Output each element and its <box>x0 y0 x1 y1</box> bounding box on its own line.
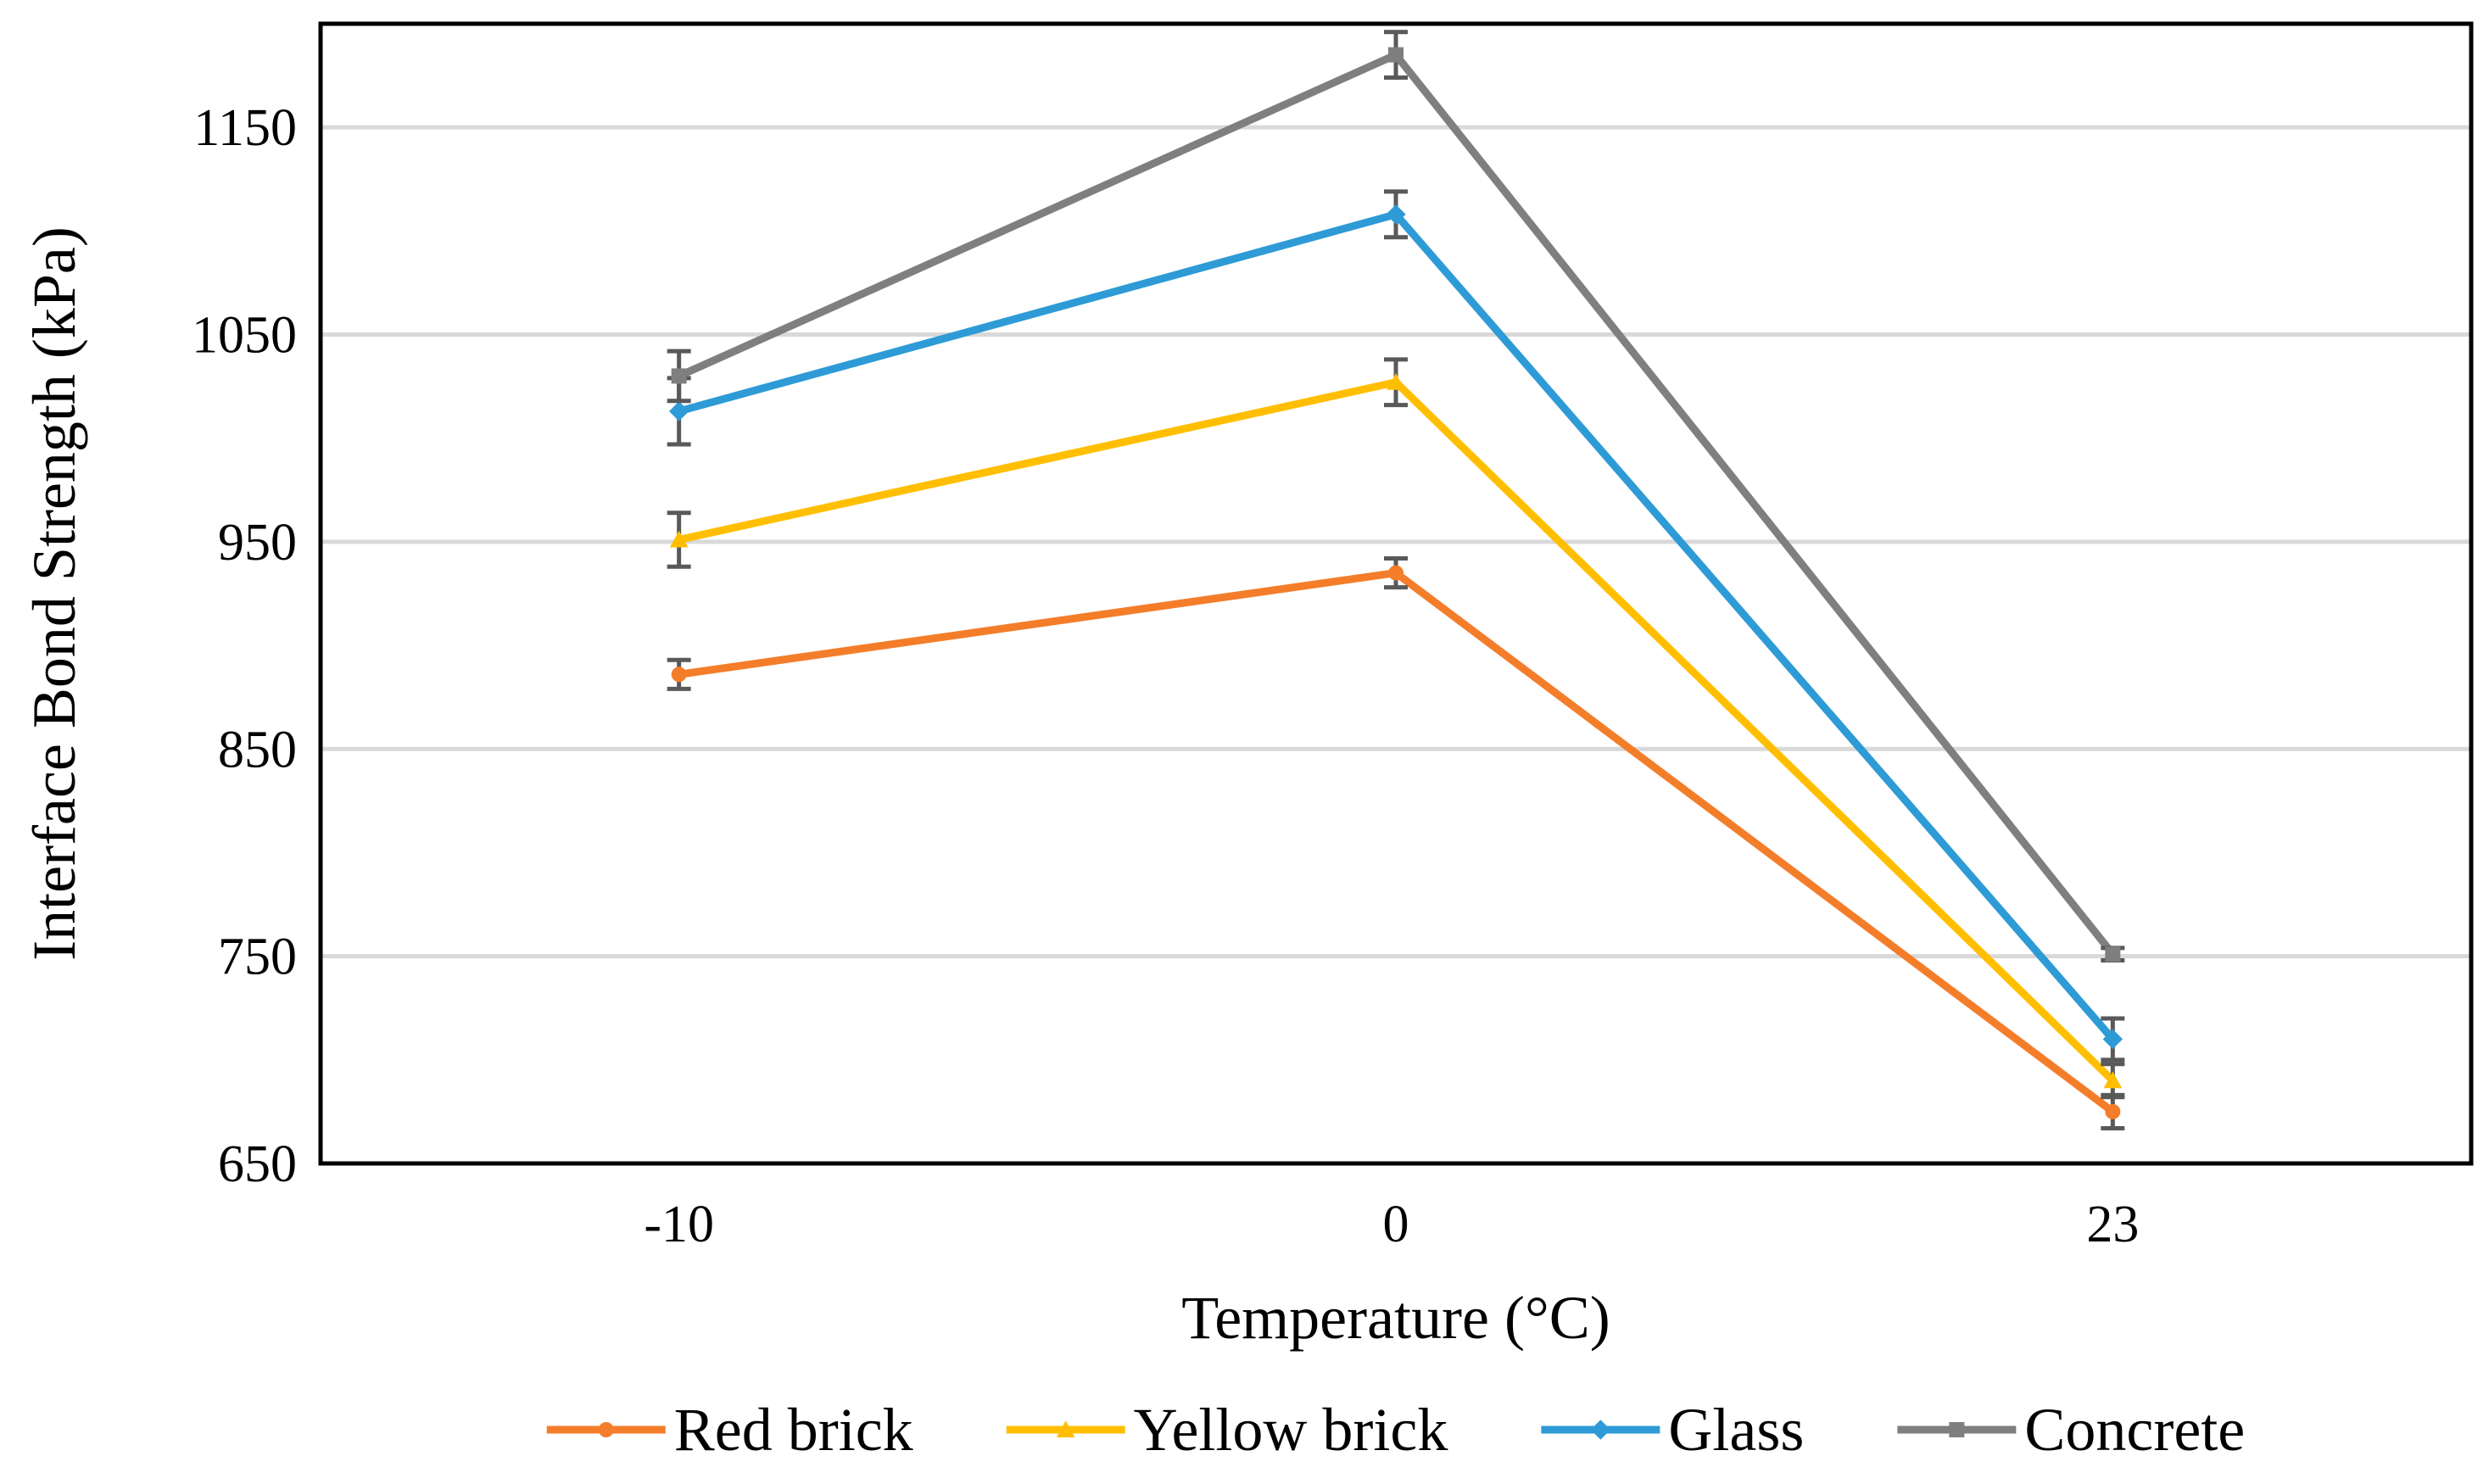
data-point <box>671 667 687 683</box>
data-point <box>669 530 689 548</box>
legend-item: Red brick <box>546 1396 913 1464</box>
series-glass <box>667 189 2125 1063</box>
series-layer <box>667 30 2125 1130</box>
legend-item: Concrete <box>1897 1396 2245 1464</box>
legend-item: Glass <box>1541 1396 1804 1464</box>
legend-marker <box>1949 1422 1965 1437</box>
data-point <box>2103 1071 2123 1089</box>
data-point <box>2105 946 2121 962</box>
y-tick-label: 950 <box>218 514 297 572</box>
data-point <box>1388 565 1404 581</box>
y-tick-label: 850 <box>218 721 297 778</box>
x-tick-label: -10 <box>644 1196 714 1253</box>
data-point <box>2102 1029 2123 1050</box>
y-tick-label: 1150 <box>193 99 297 157</box>
legend-item: Yellow brick <box>1006 1396 1448 1464</box>
y-axis-title: Interface Bond Strength (kPa) <box>20 226 88 961</box>
series-concrete <box>667 30 2125 963</box>
legend: Red brick Yellow brick Glass Concrete <box>546 1396 2245 1464</box>
y-tick-label: 1050 <box>192 307 297 365</box>
data-point <box>1386 204 1406 225</box>
data-point <box>1387 372 1405 390</box>
data-point <box>668 401 689 421</box>
x-axis-ticks: -10 0 23 <box>644 1196 2139 1253</box>
x-tick-label: 0 <box>1383 1196 1409 1253</box>
data-point <box>1388 47 1404 63</box>
legend-marker <box>1056 1420 1075 1437</box>
y-tick-label: 650 <box>218 1135 297 1193</box>
legend-marker <box>1590 1420 1611 1440</box>
legend-label: Yellow brick <box>1134 1396 1448 1464</box>
y-axis-ticks: 650 750 850 950 1050 1150 <box>192 99 297 1193</box>
series-yellow-brick <box>667 357 2125 1100</box>
y-tick-label: 750 <box>218 929 297 986</box>
data-point <box>2105 1103 2121 1119</box>
legend-marker <box>598 1422 614 1437</box>
legend-label: Concrete <box>2024 1396 2245 1464</box>
legend-label: Glass <box>1668 1396 1804 1464</box>
legend-label: Red brick <box>674 1396 913 1464</box>
x-tick-label: 23 <box>2086 1196 2139 1253</box>
x-axis-title: Temperature (°C) <box>1181 1284 1610 1352</box>
data-point <box>671 368 687 384</box>
series-red-brick <box>667 555 2125 1130</box>
plot-area-border <box>318 21 2474 1166</box>
